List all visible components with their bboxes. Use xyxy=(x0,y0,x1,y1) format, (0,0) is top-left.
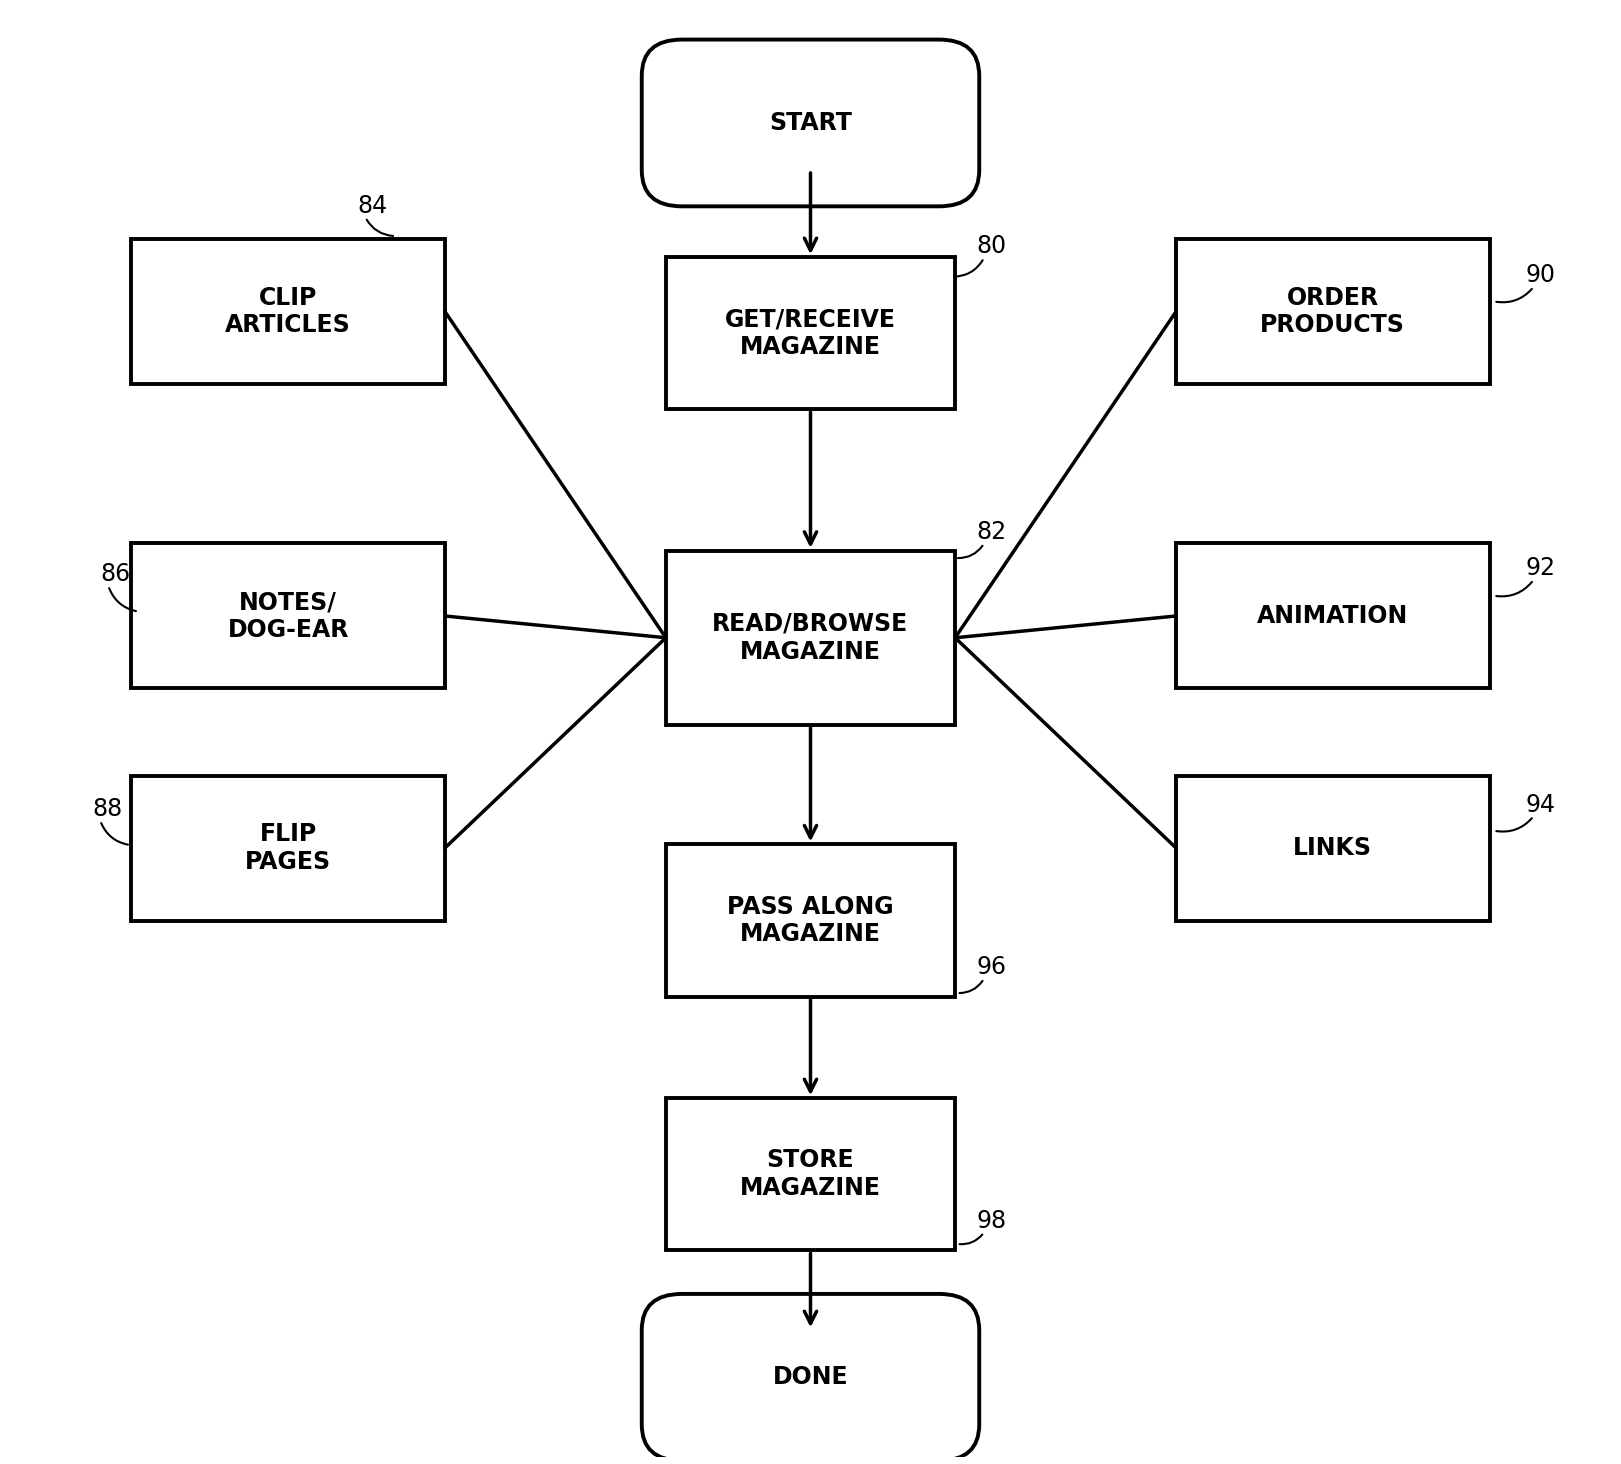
Bar xyxy=(131,543,444,688)
Bar xyxy=(666,845,955,997)
Bar xyxy=(131,776,444,921)
Text: 82: 82 xyxy=(976,520,1007,545)
Text: ANIMATION: ANIMATION xyxy=(1258,605,1409,628)
Text: FLIP
PAGES: FLIP PAGES xyxy=(245,823,331,874)
Bar xyxy=(666,550,955,725)
Text: 90: 90 xyxy=(1525,264,1556,287)
Text: READ/BROWSE
MAGAZINE: READ/BROWSE MAGAZINE xyxy=(712,612,909,663)
FancyBboxPatch shape xyxy=(642,40,979,206)
Text: 88: 88 xyxy=(92,796,122,821)
Bar xyxy=(1177,776,1490,921)
Text: PASS ALONG
MAGAZINE: PASS ALONG MAGAZINE xyxy=(728,895,893,946)
Text: STORE
MAGAZINE: STORE MAGAZINE xyxy=(741,1148,880,1200)
Text: 96: 96 xyxy=(976,955,1007,979)
Bar xyxy=(666,258,955,410)
Text: 92: 92 xyxy=(1525,556,1556,580)
Bar xyxy=(1177,239,1490,384)
Text: LINKS: LINKS xyxy=(1294,836,1373,859)
Text: ORDER
PRODUCTS: ORDER PRODUCTS xyxy=(1261,285,1405,337)
Text: GET/RECEIVE
MAGAZINE: GET/RECEIVE MAGAZINE xyxy=(725,307,896,359)
Text: 80: 80 xyxy=(976,234,1007,258)
Text: NOTES/
DOG-EAR: NOTES/ DOG-EAR xyxy=(227,590,349,641)
Text: 84: 84 xyxy=(357,193,387,218)
Text: 86: 86 xyxy=(101,562,130,586)
Text: 98: 98 xyxy=(976,1209,1007,1233)
Text: START: START xyxy=(768,111,853,135)
Bar xyxy=(666,1098,955,1250)
Text: DONE: DONE xyxy=(773,1366,848,1389)
Text: 94: 94 xyxy=(1525,792,1556,817)
Text: CLIP
ARTICLES: CLIP ARTICLES xyxy=(225,285,352,337)
Bar xyxy=(131,239,444,384)
FancyBboxPatch shape xyxy=(642,1294,979,1461)
Bar xyxy=(1177,543,1490,688)
